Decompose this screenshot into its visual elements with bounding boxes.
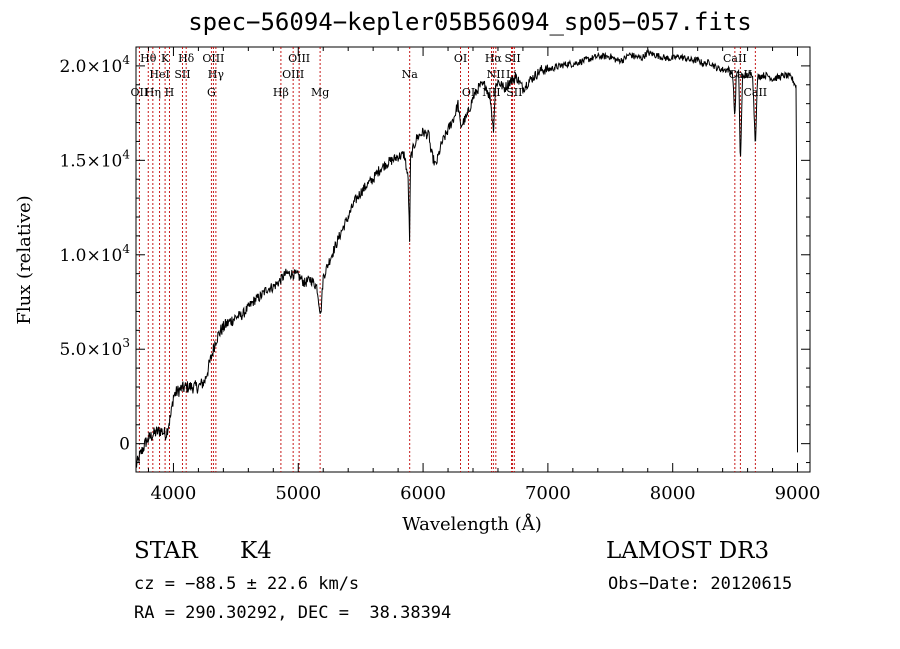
line-label-oiii: OIII — [282, 68, 304, 81]
y-tick-label: 1.5×104 — [59, 147, 130, 171]
x-axis-ticks: 4000 5000 6000 7000 8000 9000 — [147, 47, 821, 504]
y-axis-label: Flux (relative) — [14, 195, 35, 324]
line-label-k: K — [161, 52, 170, 65]
y-tick-label: 0 — [119, 435, 130, 455]
line-label-caii: CaII — [729, 68, 753, 81]
line-label-sii: SII — [174, 68, 190, 81]
line-label-h-beta: Hβ — [273, 86, 289, 99]
line-label-nii: NII — [487, 68, 505, 81]
reference-lines — [138, 47, 756, 472]
line-label-caii: CaII — [743, 86, 767, 99]
chart-title: spec−56094−kepler05B56094_sp05−057.fits — [188, 8, 752, 36]
x-tick-label: 7000 — [525, 483, 571, 504]
line-label-h: H — [165, 86, 175, 99]
line-label-oiii: OIII — [202, 52, 224, 65]
x-tick-label: 8000 — [650, 483, 696, 504]
spectrum-line — [135, 49, 798, 468]
line-label-g: G — [207, 86, 216, 99]
observation-date: Obs−Date: 20120615 — [608, 574, 793, 594]
line-label-oiii: OIII — [288, 52, 310, 65]
line-label-h-theta: Hθ — [140, 52, 157, 65]
line-label-oii: OII — [131, 86, 149, 99]
x-tick-label: 4000 — [151, 483, 197, 504]
x-axis-label: Wavelength (Å) — [402, 513, 542, 535]
x-tick-label: 6000 — [400, 483, 446, 504]
redshift-text: cz = −88.5 ± 22.6 km/s — [134, 574, 360, 594]
line-label-oi: OI — [462, 86, 475, 99]
y-axis-ticks: 0 5.0×103 1.0×104 1.5×104 2.0×104 — [59, 53, 810, 464]
line-label-sii: SII — [506, 86, 522, 99]
reference-line-labels: OII Hθ Hη HeI K H SII Hδ G OIII Hγ Hβ OIII OIII Mg Na OI… — [131, 52, 768, 99]
line-label-sii: SII — [504, 52, 520, 65]
y-tick-label: 5.0×103 — [59, 336, 130, 360]
y-tick-label: 2.0×104 — [59, 53, 130, 77]
x-tick-label: 9000 — [775, 483, 821, 504]
line-label-oi: OI — [454, 52, 467, 65]
line-label-li: Li — [506, 68, 517, 81]
line-label-h-gamma: Hγ — [208, 68, 225, 81]
x-tick-label: 5000 — [275, 483, 321, 504]
coordinates-text: RA = 290.30292, DEC = 38.38394 — [134, 603, 452, 623]
line-label-caii: CaII — [723, 52, 747, 65]
line-label-h-delta: Hδ — [178, 52, 195, 65]
line-label-hei: HeI — [149, 68, 169, 81]
line-label-na: Na — [402, 68, 419, 81]
plot-frame — [135, 46, 811, 473]
line-label-h-eta: Hη — [145, 86, 161, 99]
line-label-h-alpha: Hα — [485, 52, 503, 65]
y-tick-label: 1.0×104 — [59, 242, 130, 266]
survey-name: LAMOST DR3 — [606, 538, 770, 564]
object-class: STAR — [134, 538, 198, 564]
object-subclass: K4 — [240, 538, 272, 564]
spectrum-series — [135, 49, 798, 468]
line-label-mg: Mg — [311, 86, 329, 99]
